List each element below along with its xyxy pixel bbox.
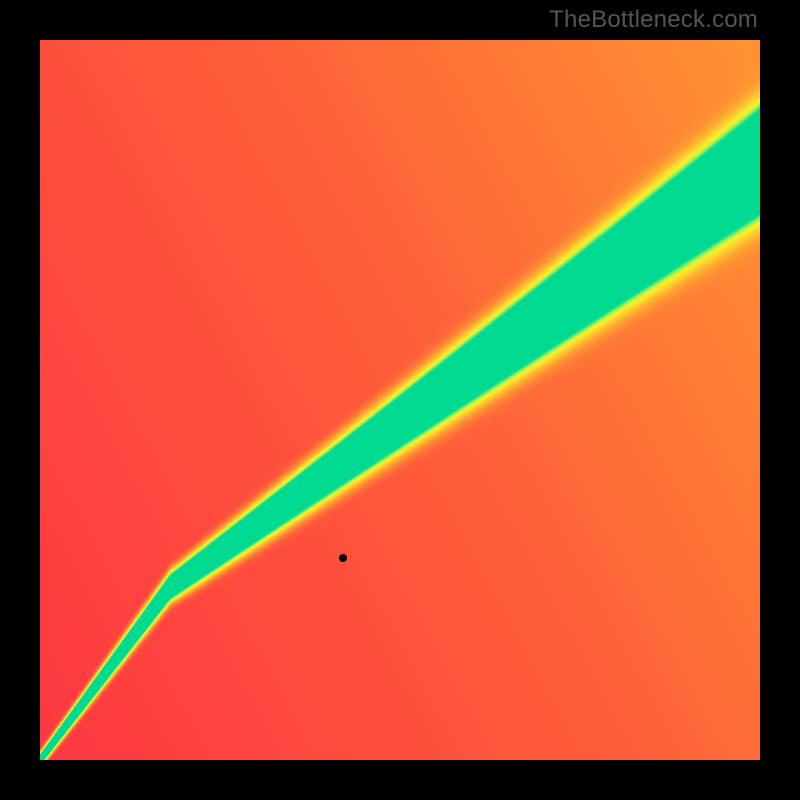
heatmap-plot [40, 40, 760, 760]
crosshair-marker [339, 554, 347, 562]
chart-container: TheBottleneck.com [0, 0, 800, 800]
heatmap-canvas [40, 40, 760, 760]
watermark-text: TheBottleneck.com [549, 6, 758, 34]
crosshair-vertical [343, 760, 344, 800]
